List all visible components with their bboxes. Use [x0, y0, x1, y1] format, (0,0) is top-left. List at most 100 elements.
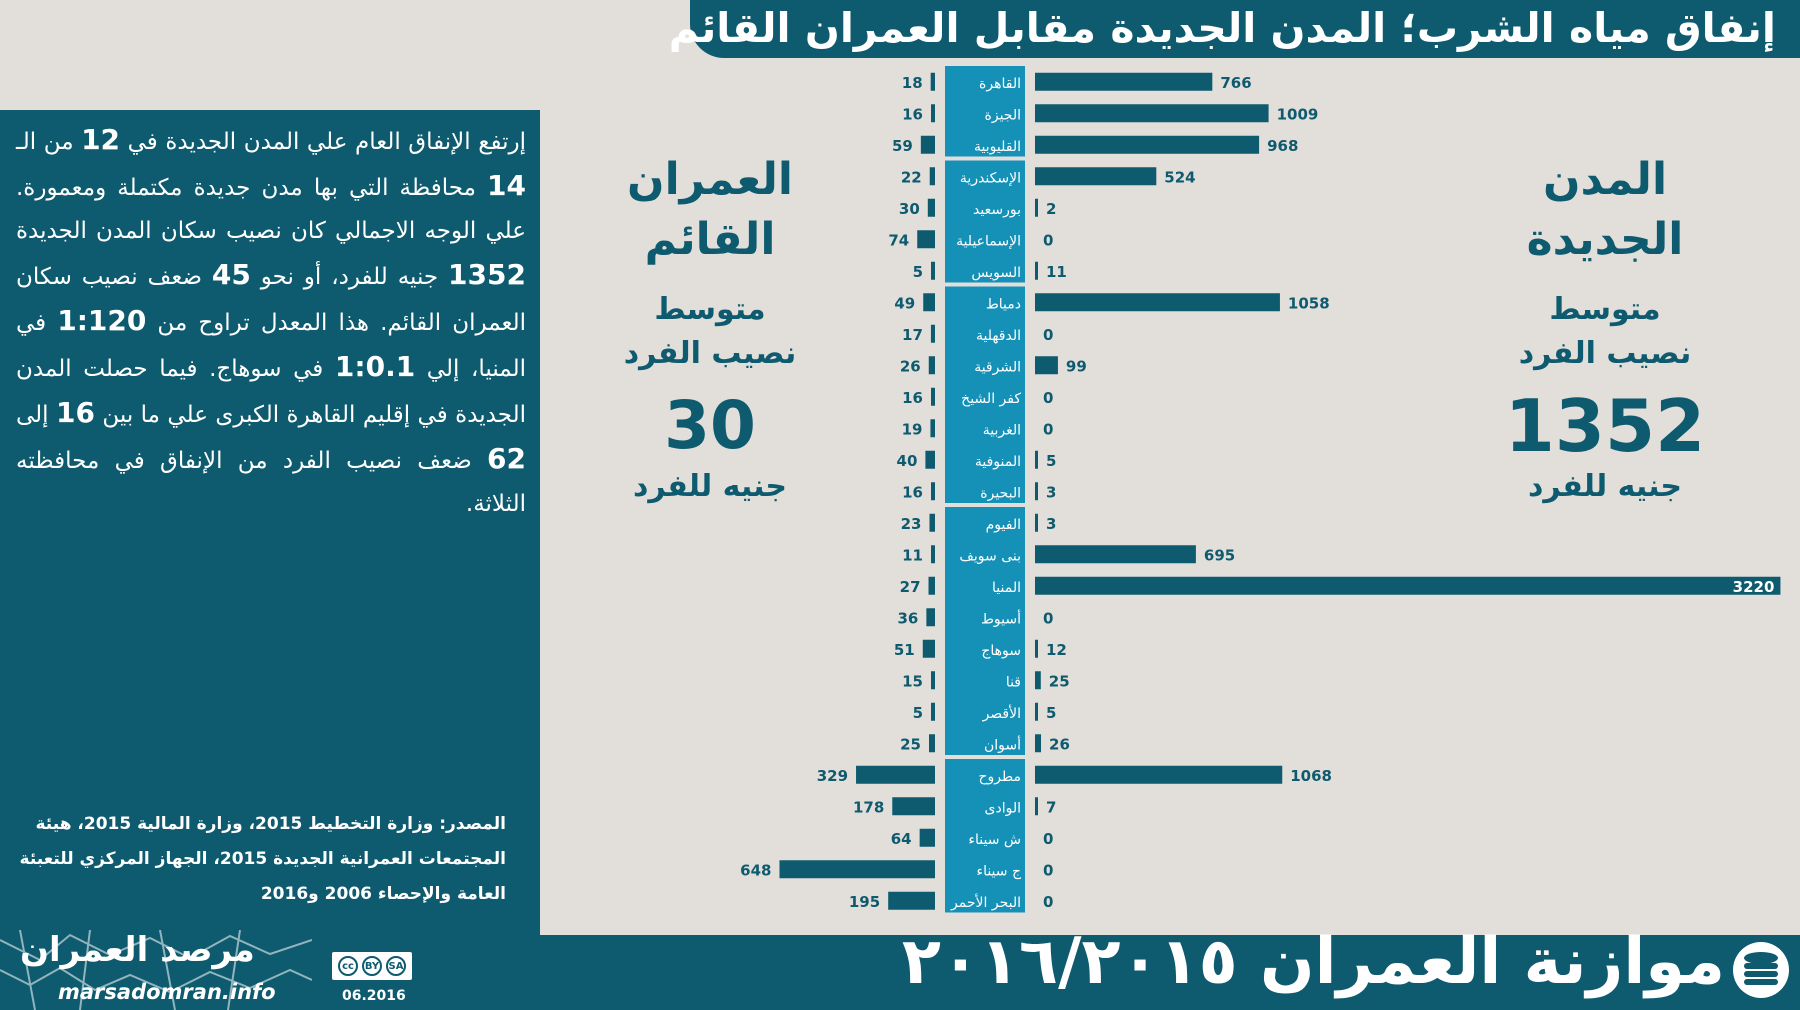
region-block — [945, 759, 1025, 913]
summary-number: 1:120 — [57, 304, 147, 337]
existing-urban-bar — [931, 261, 935, 280]
new-cities-bar — [1035, 639, 1038, 658]
summary-number: 16 — [56, 396, 95, 429]
existing-urban-value: 30 — [664, 387, 756, 464]
region-block — [945, 66, 1025, 157]
category-label: أسوان — [984, 735, 1021, 753]
summary-text: في المنيا، إلي — [16, 310, 526, 382]
logo-map-texture — [0, 930, 312, 1010]
summary-number: 1:0.1 — [334, 350, 416, 383]
new-cities-bar — [1035, 72, 1213, 91]
new-cities-value: 1068 — [1290, 767, 1332, 785]
existing-urban-bar — [892, 797, 935, 816]
existing-urban-bar — [930, 419, 935, 438]
new-cities-value: 3 — [1046, 483, 1056, 501]
summary-paragraph: إرتفع الإنفاق العام علي المدن الجديدة في… — [16, 118, 526, 526]
logo-name: مرصد العمران — [20, 930, 255, 970]
existing-urban-bar — [925, 450, 935, 469]
existing-urban-value: 329 — [817, 767, 848, 785]
existing-urban-sub-2: نصيب الفرد — [623, 336, 797, 371]
existing-urban-bar — [931, 104, 935, 123]
existing-urban-value: 18 — [902, 74, 923, 92]
existing-urban-bar — [928, 576, 935, 595]
category-label: البحيرة — [980, 485, 1021, 501]
existing-urban-stat: العمران القائم متوسط نصيب الفرد 30 جنيه … — [585, 150, 835, 506]
existing-urban-sub-1: متوسط — [654, 292, 766, 327]
existing-urban-bar — [856, 765, 935, 784]
new-cities-value: 695 — [1204, 546, 1235, 564]
category-label: القليوبية — [974, 139, 1021, 155]
new-cities-value: 0 — [1043, 609, 1053, 627]
new-cities-value: 25 — [1049, 672, 1070, 690]
new-cities-value: 1009 — [1277, 105, 1319, 123]
category-label: المنوفية — [975, 454, 1021, 470]
summary-text: في سوهاج. فيما حصلت المدن الجديدة في إقل… — [16, 356, 526, 428]
new-cities-bar — [1035, 513, 1038, 532]
new-cities-value: 11 — [1046, 263, 1067, 281]
new-cities-value: 3220 — [1733, 578, 1775, 596]
category-label: قنا — [1006, 674, 1021, 690]
summary-text: محافظة التي بها مدن جديدة مكتملة ومعمورة… — [16, 175, 526, 244]
new-cities-value: 0 — [1043, 830, 1053, 848]
existing-urban-bar — [930, 324, 935, 343]
category-label: الأقصر — [982, 704, 1021, 722]
new-cities-value: 5 — [1046, 452, 1056, 470]
new-cities-value: 0 — [1043, 893, 1053, 911]
region-block — [945, 160, 1025, 283]
by-icon: BY — [362, 956, 382, 976]
budget-title: موازنة العمران ٢٠١٦/٢٠١٥ — [901, 925, 1725, 999]
sa-icon: SA — [386, 956, 406, 976]
summary-number: 14 — [487, 169, 526, 202]
new-cities-bar — [1035, 167, 1157, 186]
category-label: البحر الأحمر — [950, 893, 1021, 911]
existing-urban-bar — [929, 734, 935, 753]
new-cities-value: 0 — [1043, 420, 1053, 438]
existing-urban-unit: جنيه للفرد — [633, 469, 787, 504]
summary-text: جنيه للفرد، أو نحو — [250, 264, 449, 290]
new-cities-heading-2: الجديدة — [1526, 214, 1684, 265]
new-cities-value: 0 — [1043, 861, 1053, 879]
existing-urban-bar — [917, 230, 935, 249]
existing-urban-bar — [931, 387, 935, 406]
existing-urban-value: 74 — [888, 231, 909, 249]
new-cities-bar — [1035, 797, 1038, 816]
category-label: أسيوط — [981, 609, 1021, 627]
summary-number: 12 — [81, 123, 121, 156]
existing-urban-value: 17 — [902, 326, 923, 344]
new-cities-bar — [1035, 356, 1058, 375]
category-label: الشرقية — [974, 359, 1021, 375]
new-cities-bar — [1035, 261, 1038, 280]
existing-urban-bar — [929, 513, 935, 532]
logo: مرصد العمران marsadomran.info — [0, 930, 312, 1010]
category-label: السويس — [971, 265, 1021, 281]
region-block — [945, 286, 1025, 503]
existing-urban-bar — [931, 671, 935, 690]
new-cities-bar — [1035, 104, 1269, 123]
existing-urban-value: 5 — [913, 263, 923, 281]
existing-urban-value: 19 — [902, 420, 923, 438]
new-cities-value: 1352 — [1504, 384, 1706, 468]
existing-urban-bar — [922, 639, 935, 658]
existing-urban-bar — [931, 545, 935, 564]
new-cities-value: 2 — [1046, 200, 1056, 218]
existing-urban-value: 23 — [901, 515, 922, 533]
cc-license-badge: cc BY SA — [330, 950, 414, 982]
category-label: الفيوم — [986, 517, 1021, 533]
existing-urban-value: 64 — [891, 830, 912, 848]
new-cities-bar — [1035, 135, 1260, 154]
summary-text: ضعف نصيب الفرد من الإنفاق في محافظته الث… — [16, 448, 526, 517]
new-cities-bar — [1035, 765, 1283, 784]
summary-number: 45 — [211, 258, 251, 291]
summary-text: من الـ — [16, 129, 82, 155]
existing-urban-value: 59 — [892, 137, 913, 155]
new-cities-unit: جنيه للفرد — [1528, 469, 1682, 504]
summary-text: ضعف نصيب سكان العمران القائم. هذا المعدل… — [16, 264, 526, 336]
category-label: سوهاج — [981, 643, 1021, 659]
category-label: المنيا — [992, 580, 1021, 596]
new-cities-bar — [1035, 198, 1038, 217]
existing-urban-value: 51 — [894, 641, 915, 659]
existing-urban-value: 648 — [740, 861, 771, 879]
category-label: الغربية — [983, 422, 1021, 438]
new-cities-sub-1: متوسط — [1549, 292, 1661, 327]
existing-urban-bar — [927, 198, 935, 217]
